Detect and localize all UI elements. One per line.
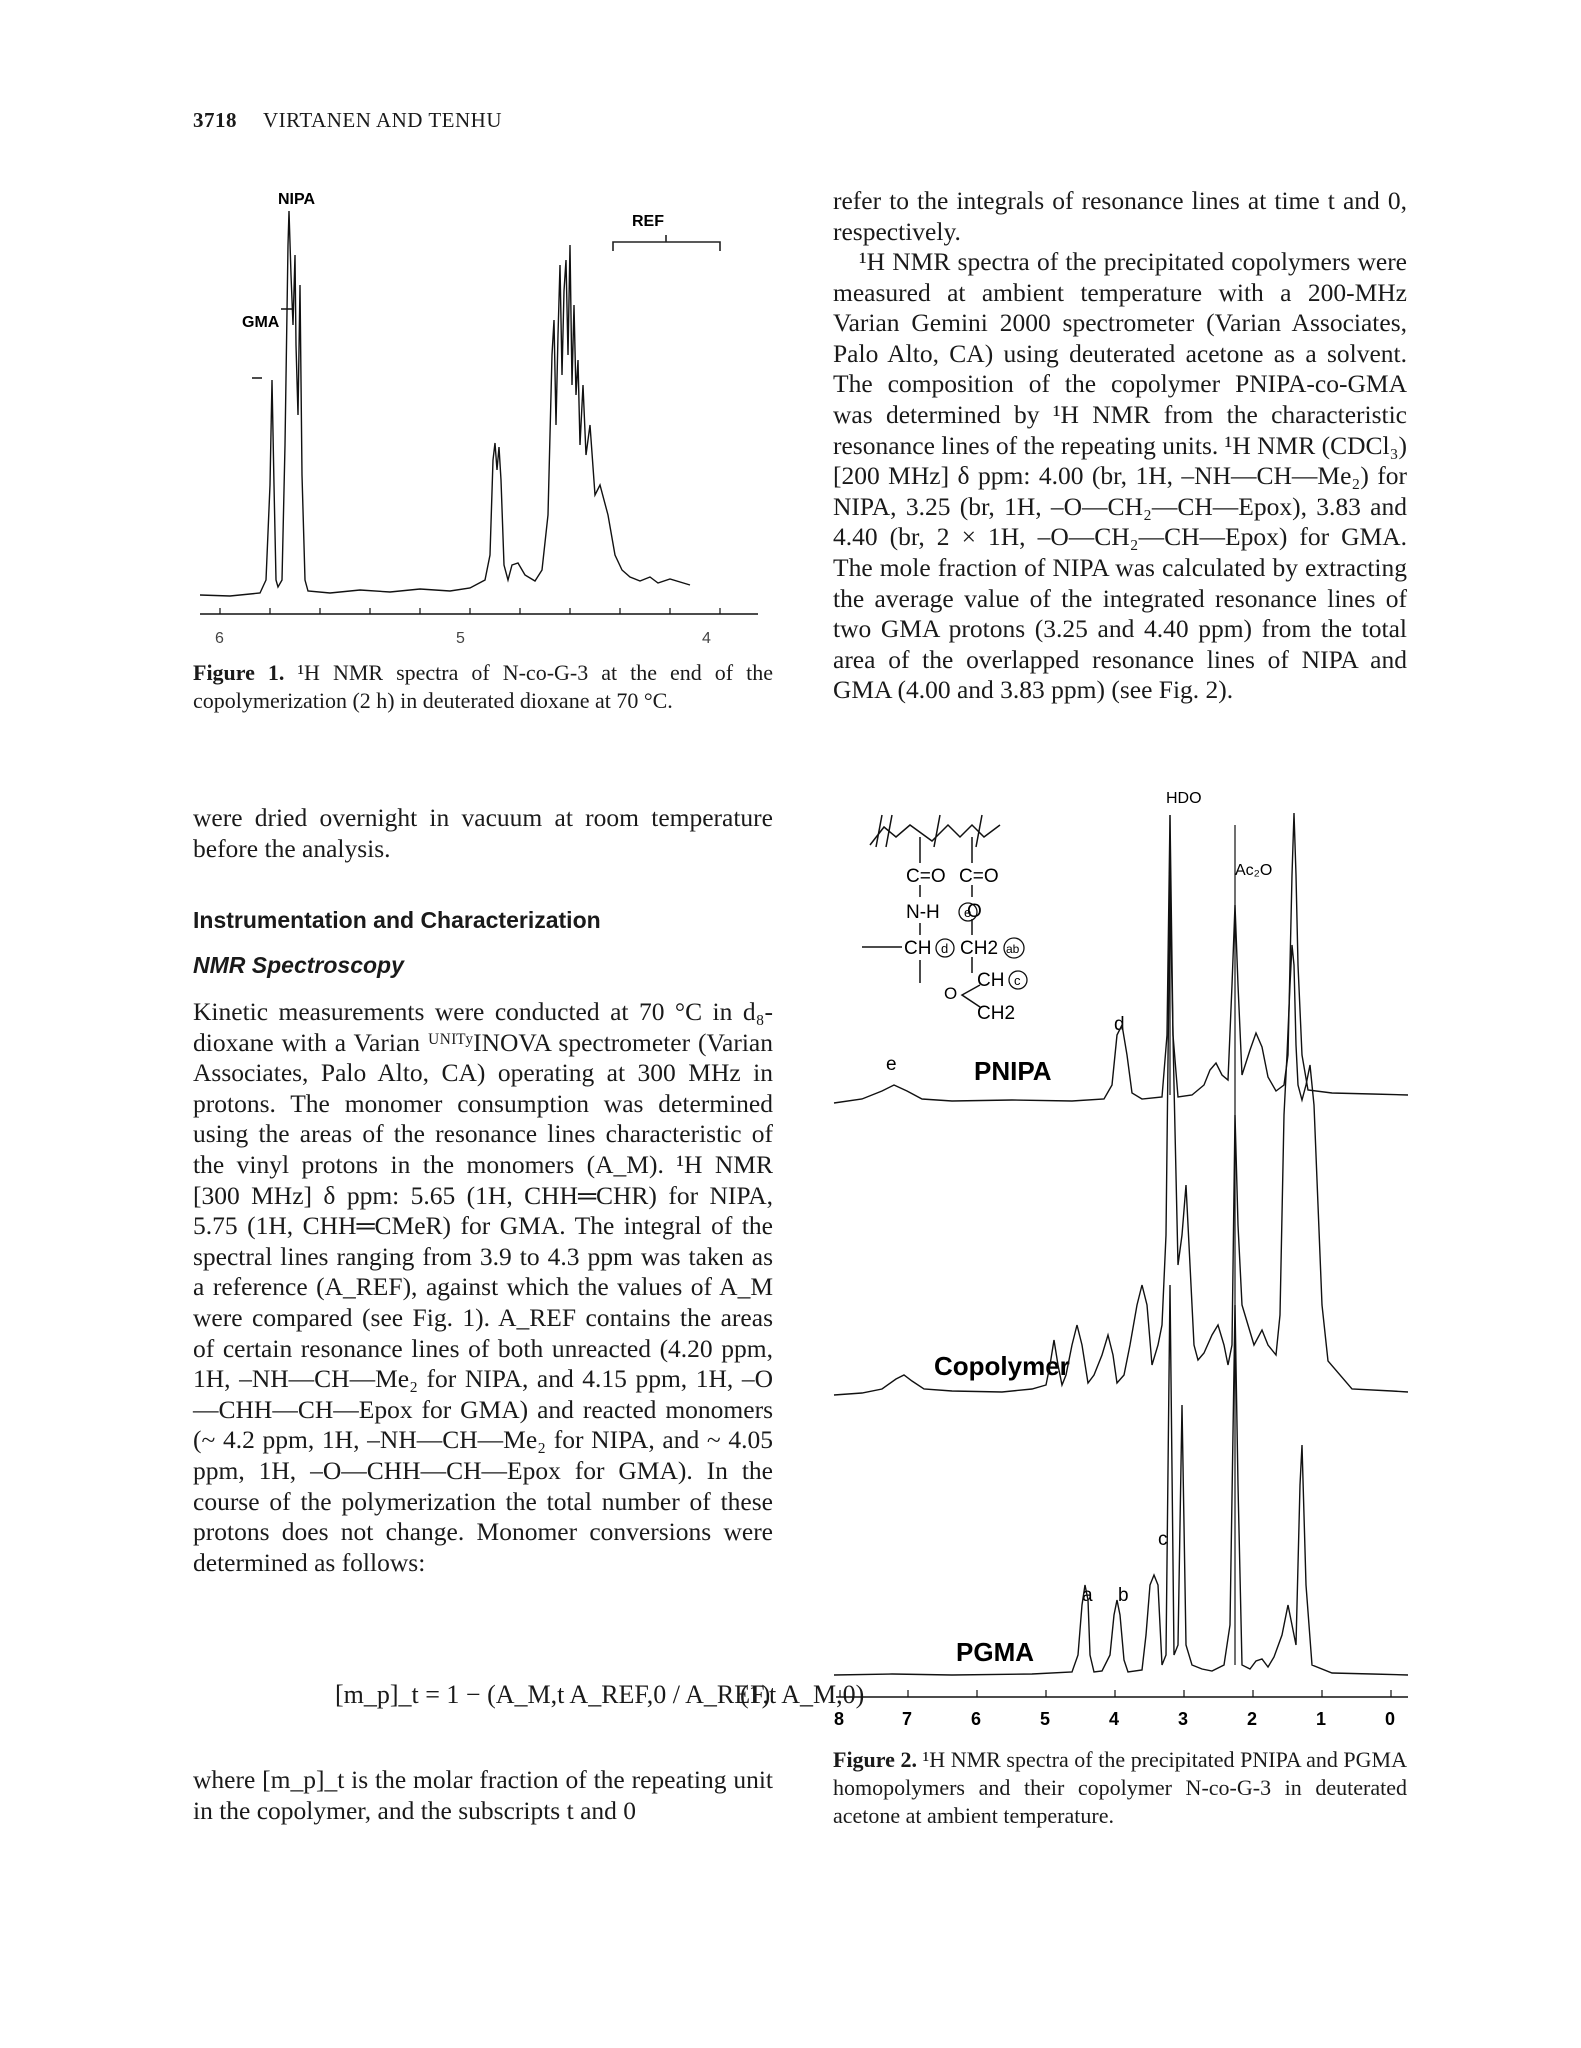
fig2-tick-7: 7 — [902, 1709, 912, 1729]
left-paragraph-1: Kinetic measurements were conducted at 7… — [193, 997, 773, 1577]
fig2-circle-e — [958, 902, 978, 922]
fig1-integration-marks — [252, 308, 294, 379]
fig2-tick-8: 8 — [834, 1709, 844, 1729]
fig2-chemical-structure — [862, 814, 1001, 1008]
fig2-ch2ab: CH2 — [960, 938, 998, 959]
section-heading: Instrumentation and Characterization — [193, 907, 601, 933]
fig2-o1: O — [967, 901, 982, 922]
fig2-circ-ab: ab — [1006, 942, 1020, 956]
fig1-label-ref: REF — [632, 213, 664, 230]
fig1-tick-6: 6 — [215, 630, 224, 647]
fig1-trace — [199, 210, 691, 597]
fig2-trace-pgma — [833, 1284, 1409, 1676]
fig2-label-hdo: HDO — [1166, 790, 1202, 807]
fig1-caption-label: Figure 1. — [193, 660, 285, 685]
fig2-co1: C=O — [906, 866, 946, 887]
fig2-tick-4: 4 — [1109, 1709, 1119, 1729]
right-paragraph-1: refer to the integrals of resonance line… — [833, 186, 1407, 246]
fig2-label-d: d — [1114, 1014, 1125, 1035]
fig2-tick-1: 1 — [1316, 1709, 1326, 1729]
running-header: 3718 VIRTANEN AND TENHU — [193, 108, 502, 133]
fig2-nh: N-H — [906, 902, 940, 923]
fig1-label-gma: GMA — [242, 314, 280, 331]
fig2-circle-ab — [1003, 937, 1025, 959]
fig2-co2: C=O — [959, 866, 999, 887]
figure-2-spectra: C=O C=O N-H e O CH d CH2 ab CH c O CH2 H… — [833, 790, 1409, 1729]
fig2-chc: CH — [977, 970, 1004, 991]
page-number: 3718 — [193, 108, 237, 132]
fig2-label-e: e — [886, 1054, 897, 1075]
fig1-tick-4: 4 — [702, 630, 711, 647]
fig2-caption-label: Figure 2. — [833, 1747, 918, 1772]
fig2-ticks — [839, 1690, 1392, 1697]
fig2-tick-0: 0 — [1385, 1709, 1395, 1729]
fig1-ref-bracket — [612, 235, 721, 251]
fig2-tick-3: 3 — [1178, 1709, 1188, 1729]
fig1-ticks — [219, 608, 721, 614]
fig2-circle-d — [935, 938, 955, 958]
fig2-trace-pnipa — [833, 812, 1409, 1104]
fig2-trace-copolymer — [833, 884, 1409, 1396]
running-authors: VIRTANEN AND TENHU — [263, 108, 502, 132]
subsection-heading: NMR Spectroscopy — [193, 952, 404, 978]
left-paragraph-2: where [m_p]_t is the molar fraction of t… — [193, 1765, 773, 1825]
fig1-label-nipa: NIPA — [278, 191, 315, 208]
fig2-caption-text: ¹H NMR spectra of the precipitated PNIPA… — [833, 1747, 1408, 1828]
left-continuation: were dried overnight in vacuum at room t… — [193, 803, 773, 863]
fig1-tick-5: 5 — [456, 630, 465, 647]
fig2-circ-d: d — [941, 941, 948, 956]
right-paragraph-2: ¹H NMR spectra of the precipitated copol… — [833, 247, 1407, 705]
figure-2-caption: Figure 2. ¹H NMR spectra of the precipit… — [833, 1746, 1407, 1830]
equation-1-number: (1) — [740, 1680, 771, 1709]
fig2-circle-c — [1008, 970, 1028, 990]
fig2-o2: O — [944, 984, 957, 1003]
fig2-ch2b: CH2 — [977, 1003, 1015, 1024]
fig1-caption-text: ¹H NMR spectra of N-co-G-3 at the end of… — [193, 660, 774, 713]
fig2-label-pnipa: PNIPA — [974, 1056, 1052, 1086]
fig2-label-pgma: PGMA — [956, 1637, 1034, 1667]
fig2-label-ac2o: Ac₂O — [1235, 862, 1272, 879]
figure-1-caption: Figure 1. ¹H NMR spectra of N-co-G-3 at … — [193, 659, 773, 715]
fig2-ch1: CH — [904, 938, 931, 959]
fig2-tick-6: 6 — [971, 1709, 981, 1729]
figure-1-spectrum: NIPA GMA REF 6 5 4 — [199, 191, 758, 647]
equation-1: [m_p]_t = 1 − (A_M,t A_REF,0 / A_REF,t A… — [335, 1680, 865, 1709]
fig2-tick-5: 5 — [1040, 1709, 1050, 1729]
fig2-label-c: c — [1158, 1529, 1168, 1550]
fig2-tick-2: 2 — [1247, 1709, 1257, 1729]
fig2-label-b: b — [1118, 1585, 1129, 1606]
fig2-circ-c: c — [1014, 973, 1021, 988]
fig2-circ-e: e — [964, 905, 971, 920]
